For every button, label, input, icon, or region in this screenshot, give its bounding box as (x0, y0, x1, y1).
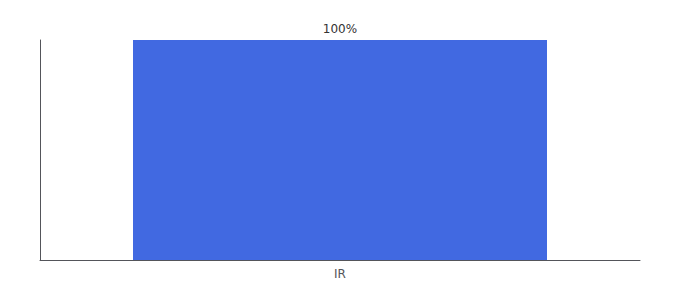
svg-text:IR: IR (334, 267, 346, 281)
svg-text:100%: 100% (323, 22, 357, 36)
